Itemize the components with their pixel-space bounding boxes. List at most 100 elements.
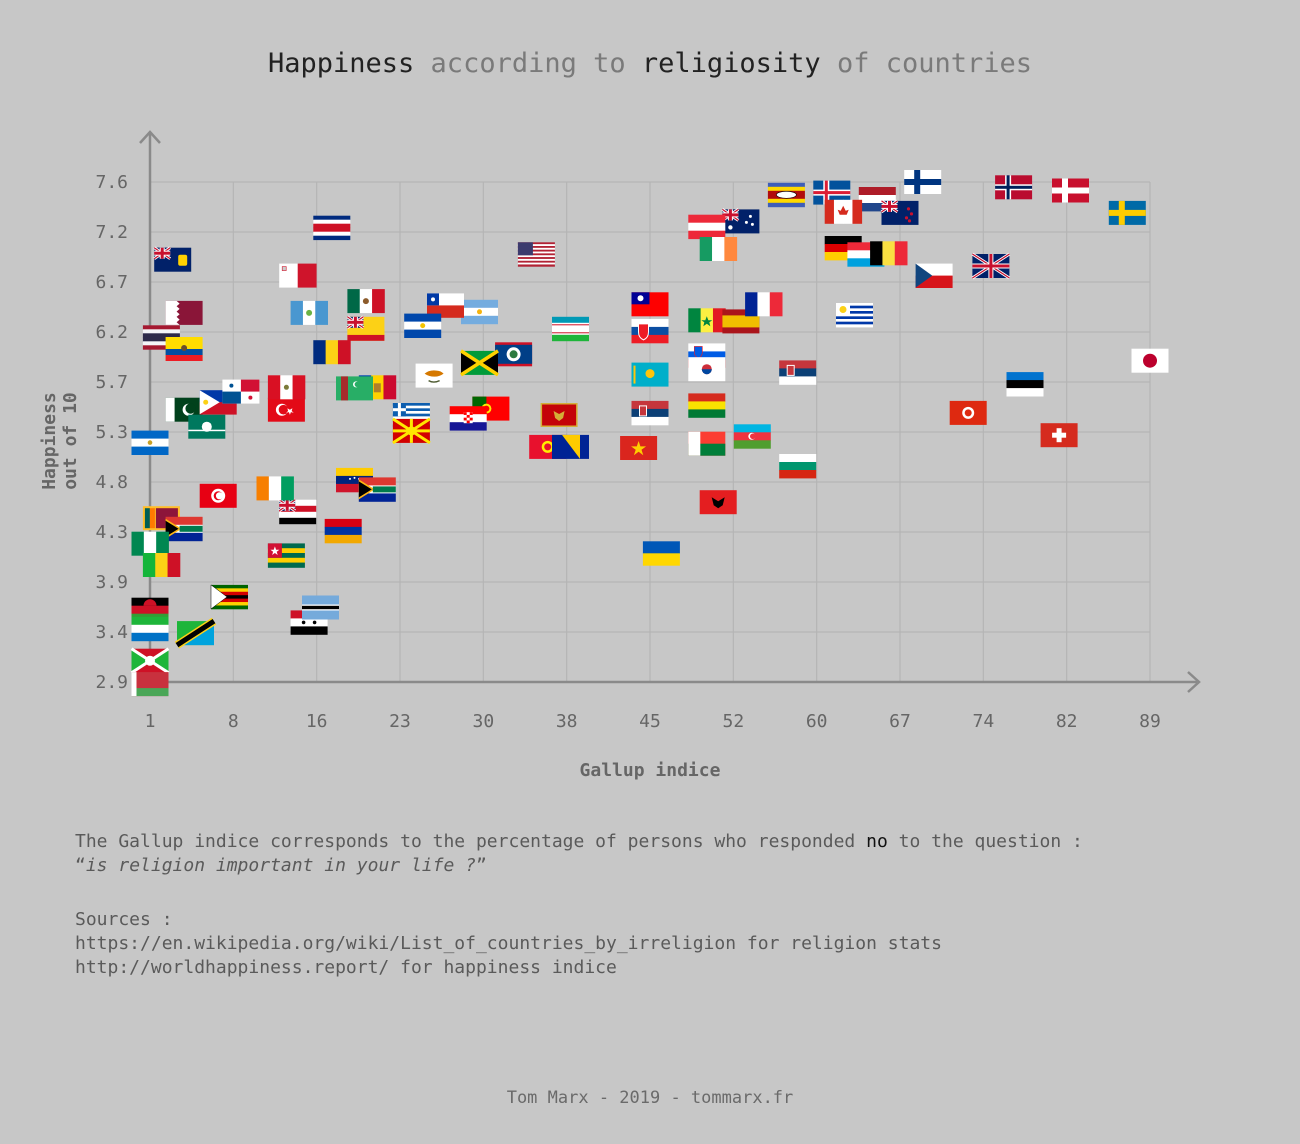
flag-estonia: [1006, 372, 1044, 397]
flag-uruguay: [836, 303, 873, 328]
flag-denmark: [1052, 178, 1089, 203]
x-tick-label: 16: [306, 711, 328, 732]
flag-south-korea: [688, 357, 726, 382]
y-tick-label: 4.3: [95, 522, 128, 543]
x-tick-label: 8: [228, 711, 239, 732]
x-tick-label: 23: [389, 711, 411, 732]
footer-credit: Tom Marx - 2019 - tommarx.fr: [506, 1088, 794, 1108]
flag-markers: [130, 170, 1169, 697]
flag-jamaica: [460, 349, 499, 377]
flag-montenegro: [540, 403, 578, 427]
flag-togo: [267, 543, 305, 568]
flag-hong-kong: [949, 400, 987, 425]
flag-switzerland: [1040, 423, 1078, 448]
flag-macau: [188, 414, 226, 439]
source-link-happiness: http://worldhappiness.report/ for happin…: [75, 957, 617, 978]
y-tick-label: 5.7: [95, 372, 128, 393]
x-tick-label: 30: [472, 711, 494, 732]
flag-burundi: [130, 647, 170, 674]
flag-sierra-leone: [131, 616, 169, 642]
flag-costa-rica: [313, 215, 351, 241]
flag-canada: [824, 199, 863, 224]
x-tick-label: 52: [722, 711, 744, 732]
flag-south-africa-2: [358, 477, 396, 502]
flag-botswana: [302, 595, 339, 620]
flag-zimbabwe: [210, 584, 248, 610]
flag-taiwan: [631, 292, 669, 317]
y-tick-label: 6.2: [95, 322, 128, 343]
flag-pakistan: [165, 397, 203, 422]
flag-macedonia: [392, 417, 431, 445]
flag-armenia: [324, 518, 362, 544]
x-tick-label: 45: [639, 711, 661, 732]
x-tick-label: 67: [889, 711, 911, 732]
flag-new-zealand: [880, 199, 919, 225]
y-tick-label: 2.9: [95, 672, 128, 693]
x-tick-label: 89: [1139, 711, 1161, 732]
flag-sweden: [1108, 200, 1146, 225]
x-tick-label: 74: [972, 711, 994, 732]
flag-romania: [313, 340, 351, 365]
flag-norway: [995, 175, 1033, 200]
flag-guatemala: [290, 300, 328, 325]
flag-turkey: [267, 397, 305, 422]
y-tick-label: 3.9: [95, 572, 128, 593]
flag-panama: [222, 379, 260, 404]
gallup-note: The Gallup indice corresponds to the per…: [75, 831, 1083, 876]
flag-thailand: [142, 325, 180, 350]
flag-south-africa: [165, 516, 203, 542]
y-tick-label: 7.2: [95, 222, 128, 243]
x-axis-arrow: [1187, 671, 1201, 693]
flag-usa: [517, 242, 555, 267]
flag-eswatini: [767, 182, 805, 208]
flag-malta: [279, 263, 317, 288]
x-tick-label: 82: [1056, 711, 1078, 732]
y-tick-label: 7.6: [95, 172, 128, 193]
flag-france: [745, 292, 783, 317]
flag-australia: [721, 208, 760, 234]
axes: [139, 130, 1201, 693]
flag-nigeria: [131, 531, 169, 556]
flag-qatar: [165, 300, 203, 325]
flag-ecuador: [165, 337, 203, 361]
flag-belize: [495, 342, 533, 367]
x-tick-label: 1: [145, 711, 156, 732]
flag-mexico: [347, 289, 385, 314]
flag-cyprus: [415, 363, 453, 388]
flag-tunisia: [199, 483, 237, 508]
flag-luxembourg: [847, 242, 885, 267]
flag-colombia: [346, 315, 385, 341]
flag-kazakhstan: [631, 362, 669, 387]
flag-nicaragua: [131, 430, 169, 455]
x-tick-labels: 1 8 16 23 30 38 45 52 60 67 74 82 89: [145, 711, 1161, 732]
flag-tanzania: [174, 617, 217, 649]
flag-albania: [699, 490, 737, 515]
flag-netherlands: [858, 187, 896, 212]
y-tick-label: 6.7: [95, 272, 128, 293]
flag-vietnam: [620, 436, 658, 460]
flag-uzbekistan: [552, 316, 589, 342]
flag-madagascar: [688, 431, 726, 456]
y-tick-label: 4.8: [95, 472, 128, 493]
x-tick-label: 38: [556, 711, 578, 732]
flag-germany: [824, 236, 862, 261]
flag-croatia: [449, 406, 487, 431]
flag-ukraine: [642, 541, 680, 566]
flag-azerbaijan: [733, 424, 771, 449]
flag-bolivia: [688, 393, 726, 418]
flag-bosnia: [552, 434, 589, 459]
flag-czech: [915, 263, 953, 288]
flag-mali: [142, 553, 181, 577]
y-tick-label: 5.3: [95, 422, 128, 443]
flag-belgium: [870, 241, 908, 266]
flag-zambia-group: [278, 498, 317, 525]
chart-title: Happiness according to religiosity of co…: [267, 48, 1033, 79]
flag-el-salvador: [404, 313, 442, 338]
x-axis-title: Gallup indice: [579, 760, 721, 781]
flag-uk: [971, 252, 1011, 280]
flag-ireland: [699, 237, 738, 261]
flag-turkmenistan: [336, 376, 373, 401]
x-tick-label: 60: [806, 711, 828, 732]
flag-peru: [267, 375, 306, 400]
